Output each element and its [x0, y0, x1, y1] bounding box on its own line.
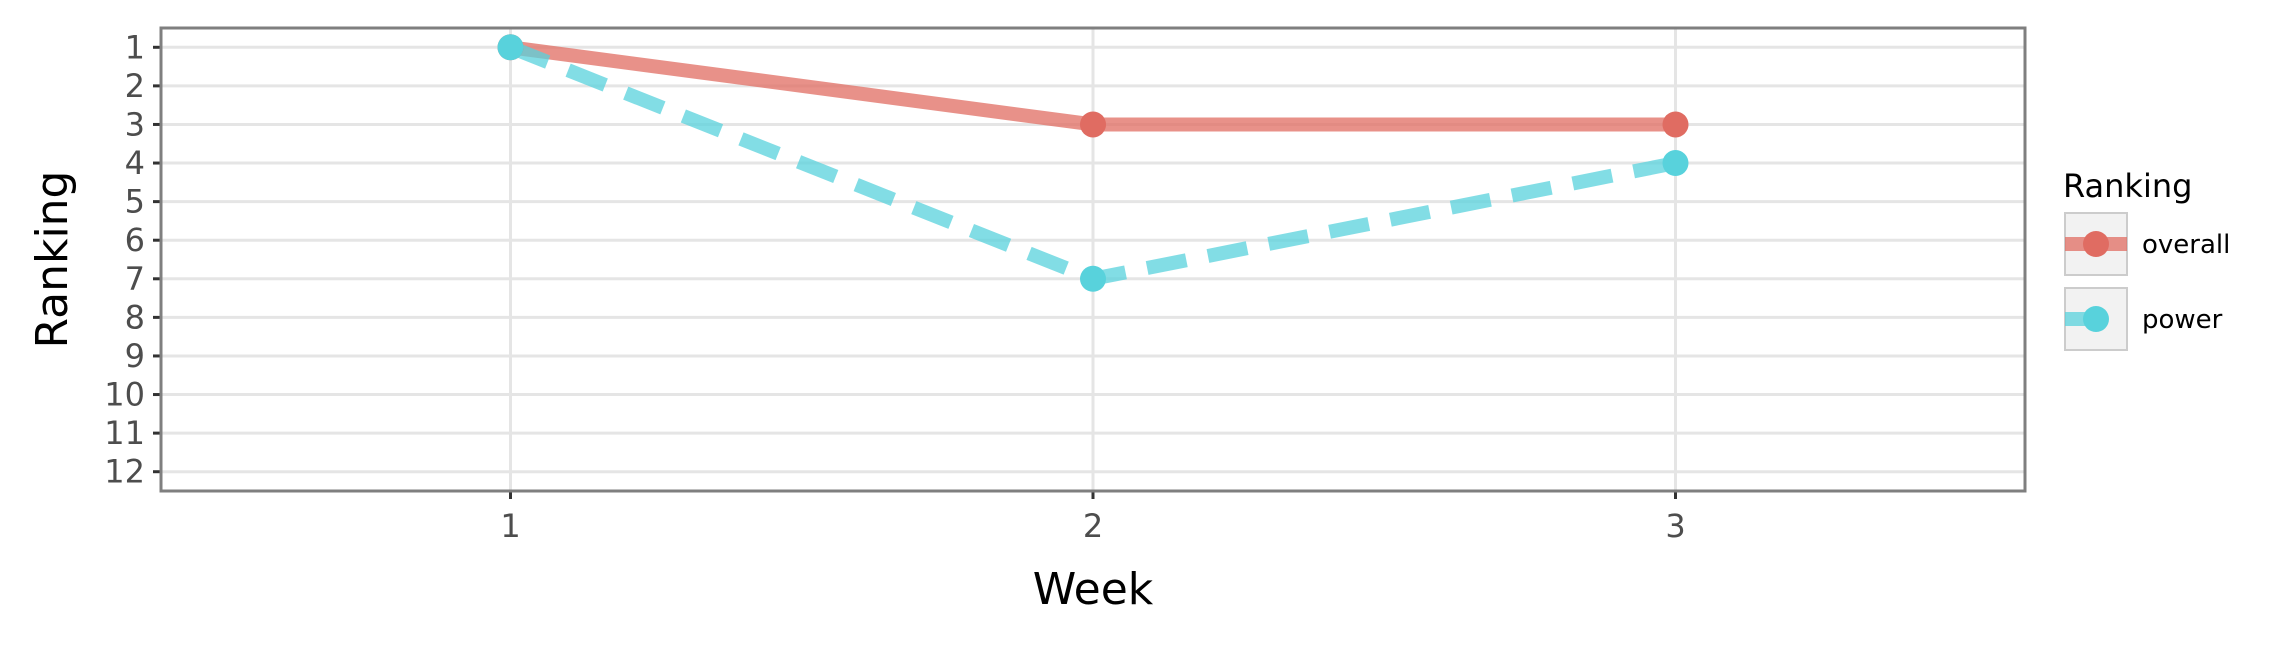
- legend-label-overall: overall: [2142, 230, 2230, 260]
- y-tick-label: 2: [125, 67, 145, 105]
- y-tick-label: 12: [104, 453, 145, 491]
- y-axis-title: Ranking: [27, 171, 78, 349]
- y-tick-label: 1: [125, 28, 145, 66]
- y-tick-label: 7: [125, 260, 145, 298]
- grid-layer: [161, 28, 2025, 491]
- series-point-power: [497, 34, 524, 61]
- series-point-power: [1080, 265, 1106, 292]
- series-layer: [497, 34, 1689, 292]
- y-tick-label: 8: [125, 298, 145, 336]
- x-axis-ticks: 1 2 3: [500, 491, 1686, 545]
- y-tick-label: 5: [125, 183, 145, 221]
- legend-items: overall power: [2064, 212, 2230, 351]
- legend-title: Ranking: [2063, 167, 2192, 205]
- x-tick-label: 1: [500, 507, 520, 545]
- legend: Ranking overall power: [2063, 167, 2230, 351]
- y-tick-label: 4: [125, 144, 145, 182]
- legend-key-point: [2083, 231, 2109, 257]
- series-point-power: [1662, 150, 1689, 177]
- plot-frame: [159, 26, 2027, 493]
- x-tick-label: 2: [1083, 507, 1103, 545]
- x-axis-title: Week: [1033, 564, 1154, 615]
- y-tick-label: 11: [104, 414, 145, 452]
- y-tick-label: 10: [104, 376, 145, 414]
- legend-label-power: power: [2142, 305, 2223, 335]
- legend-key-point: [2083, 306, 2109, 332]
- legend-item-overall: overall: [2064, 212, 2230, 276]
- y-tick-label: 6: [125, 221, 145, 259]
- series-point-overall: [1662, 111, 1689, 138]
- x-tick-label: 3: [1665, 507, 1685, 545]
- legend-item-power: power: [2064, 287, 2223, 351]
- series-point-overall: [1080, 111, 1106, 138]
- y-tick-label: 3: [125, 105, 145, 143]
- y-tick-label: 9: [125, 337, 145, 375]
